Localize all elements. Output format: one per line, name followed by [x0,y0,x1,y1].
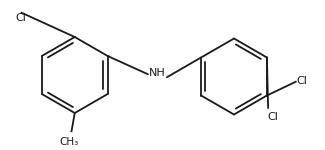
Text: Cl: Cl [267,112,278,122]
Text: NH: NH [149,68,166,78]
Text: CH₃: CH₃ [60,137,79,147]
Text: Cl: Cl [297,76,308,86]
Text: Cl: Cl [16,13,26,23]
